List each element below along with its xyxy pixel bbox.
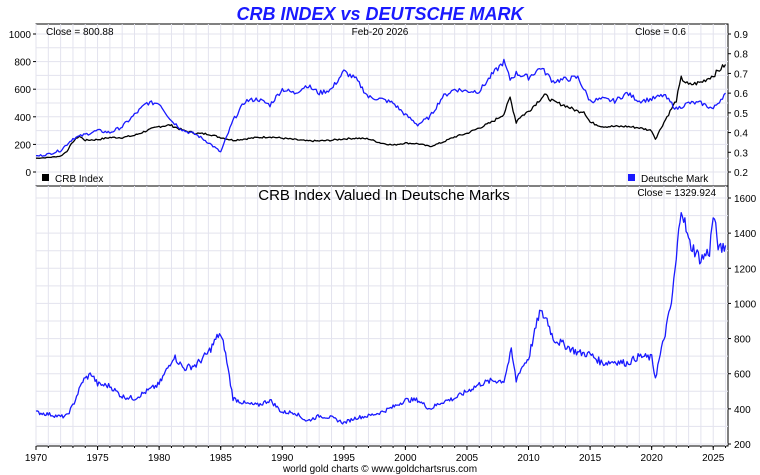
upper-plot-frame xyxy=(35,23,729,187)
lower-right-tick-label: 800 xyxy=(734,335,751,346)
x-tick-label: 1970 xyxy=(25,453,48,464)
right-tick-label: 0.9 xyxy=(734,30,748,41)
legend-swatch-crb xyxy=(42,174,49,181)
lower-right-tick-label: 200 xyxy=(734,440,751,451)
x-tick-label: 1990 xyxy=(271,453,294,464)
x-tick-label: 2010 xyxy=(517,453,540,464)
lower-chart-title: CRB Index Valued In Deutsche Marks xyxy=(258,187,510,204)
lower-series xyxy=(35,212,727,425)
footer-credit: world gold charts © www.goldchartsrus.co… xyxy=(282,464,477,475)
upper-grid xyxy=(35,24,728,186)
lower-right-axis: 200 400 600 800 1000 1200 1400 1600 xyxy=(728,194,757,451)
left-tick-label: 600 xyxy=(14,85,31,96)
lower-right-tick-label: 1600 xyxy=(734,194,757,205)
right-tick-label: 0.2 xyxy=(734,168,748,179)
lower-right-tick-label: 600 xyxy=(734,370,751,381)
x-tick-label: 2020 xyxy=(641,453,664,464)
upper-panel: Close = 800.88 Feb-20 2026 Close = 0.6 C… xyxy=(9,23,748,187)
upper-series xyxy=(35,58,727,159)
x-tick-label: 1985 xyxy=(210,453,233,464)
left-tick-label: 800 xyxy=(14,58,31,69)
upper-left-axis: 0 200 400 600 800 1000 xyxy=(9,30,36,179)
lower-right-tick-label: 1000 xyxy=(734,299,757,310)
lower-right-tick-label: 1400 xyxy=(734,229,757,240)
x-tick-label: 2015 xyxy=(579,453,602,464)
x-tick-label: 1995 xyxy=(333,453,356,464)
legend-swatch-dm xyxy=(628,174,635,181)
lower-close-label: Close = 1329.924 xyxy=(637,188,716,199)
legend-label-crb: CRB Index xyxy=(55,174,103,185)
lower-right-tick-label: 1200 xyxy=(734,264,757,275)
lower-plot-frame xyxy=(35,185,729,447)
left-tick-label: 0 xyxy=(25,168,31,179)
right-tick-label: 0.4 xyxy=(734,129,748,140)
x-tick-label: 1975 xyxy=(86,453,109,464)
left-tick-label: 400 xyxy=(14,113,31,124)
crb-index-line xyxy=(35,64,727,159)
crb-in-dm-line xyxy=(35,212,727,425)
right-tick-label: 0.3 xyxy=(734,148,748,159)
deutsche-mark-line xyxy=(36,58,726,157)
legend: CRB Index Deutsche Mark xyxy=(42,174,709,185)
right-tick-label: 0.6 xyxy=(734,89,748,100)
chart-title: CRB INDEX vs DEUTSCHE MARK xyxy=(236,4,525,24)
x-axis: 1970 1975 1980 1985 1990 1995 2000 2005 2010 2015… xyxy=(25,446,727,464)
date-label: Feb-20 2026 xyxy=(352,27,409,38)
right-close-label: Close = 0.6 xyxy=(635,27,686,38)
x-tick-label: 2005 xyxy=(456,453,479,464)
lower-panel: CRB Index Valued In Deutsche Marks Close… xyxy=(35,185,757,451)
x-tick-label: 2000 xyxy=(394,453,417,464)
x-tick-label: 2025 xyxy=(702,453,725,464)
upper-right-axis: 0.2 0.3 0.4 0.5 0.6 0.7 0.8 0.9 xyxy=(728,30,748,179)
x-tick-label: 1980 xyxy=(148,453,171,464)
left-tick-label: 1000 xyxy=(9,30,32,41)
lower-right-tick-label: 400 xyxy=(734,405,751,416)
legend-label-dm: Deutsche Mark xyxy=(641,174,709,185)
left-close-label: Close = 800.88 xyxy=(46,27,114,38)
lower-grid xyxy=(35,186,728,446)
right-tick-label: 0.5 xyxy=(734,109,748,120)
right-tick-label: 0.8 xyxy=(734,50,748,61)
left-tick-label: 200 xyxy=(14,140,31,151)
right-tick-label: 0.7 xyxy=(734,69,748,80)
